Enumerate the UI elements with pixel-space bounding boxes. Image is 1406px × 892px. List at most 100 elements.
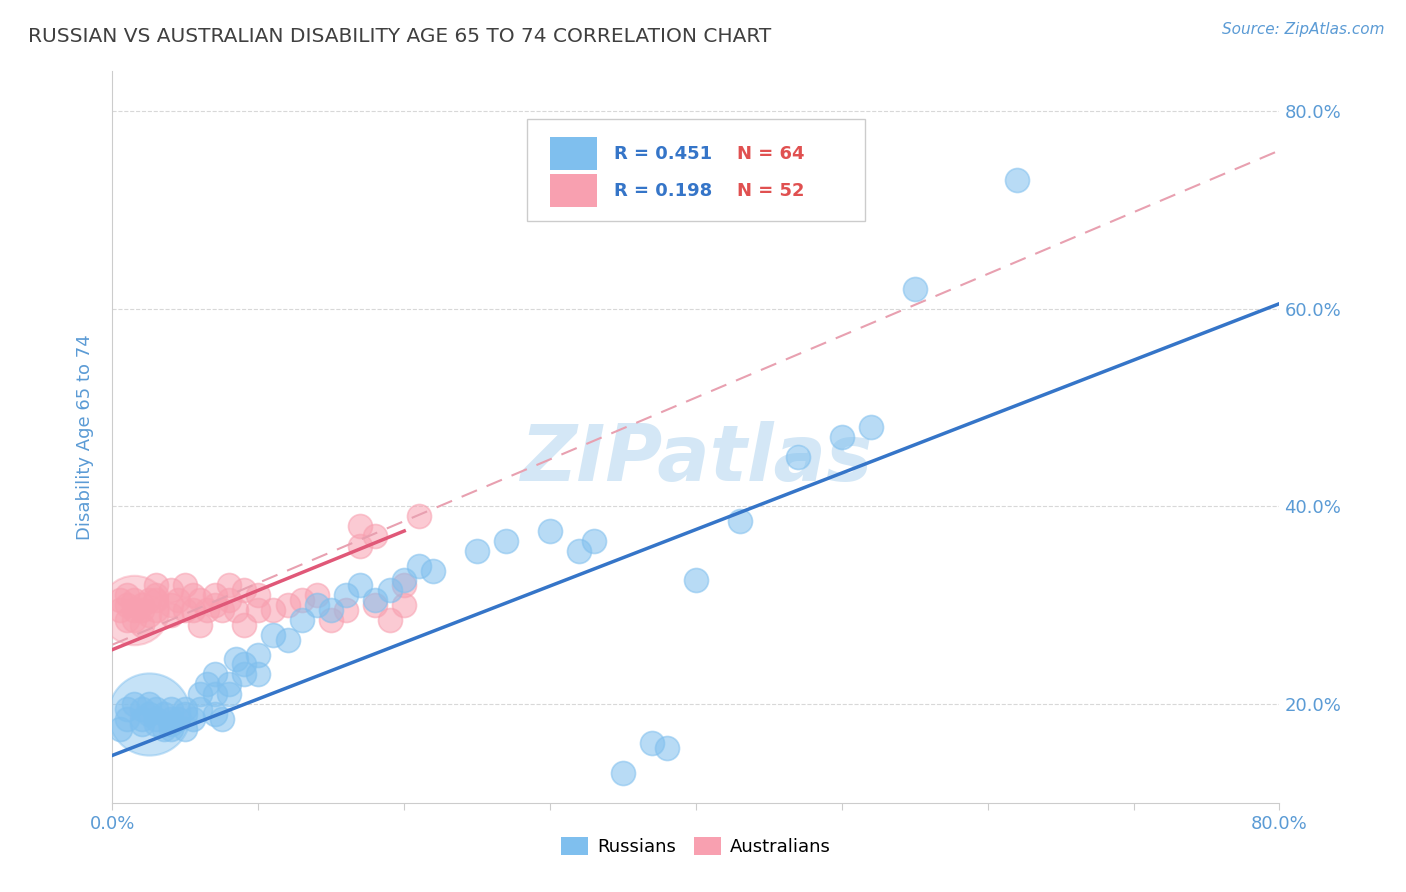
Point: [291, 593, 314, 607]
Point: [131, 598, 153, 612]
Point: [195, 603, 218, 617]
Point: [188, 687, 211, 701]
Text: RUSSIAN VS AUSTRALIAN DISABILITY AGE 65 TO 74 CORRELATION CHART: RUSSIAN VS AUSTRALIAN DISABILITY AGE 65 …: [28, 27, 772, 45]
Point: [138, 593, 160, 607]
Point: [321, 603, 343, 617]
Point: [108, 603, 131, 617]
Point: [495, 533, 517, 548]
Point: [232, 667, 254, 681]
Point: [218, 578, 240, 592]
Point: [160, 598, 183, 612]
Point: [108, 722, 131, 736]
Point: [394, 578, 416, 592]
Point: [211, 603, 233, 617]
Point: [174, 603, 197, 617]
Point: [787, 450, 810, 464]
Point: [181, 712, 204, 726]
Point: [305, 588, 328, 602]
Point: [225, 652, 247, 666]
Point: [728, 514, 751, 528]
Point: [131, 603, 153, 617]
Point: [364, 598, 387, 612]
Point: [831, 430, 853, 444]
Point: [174, 578, 197, 592]
Point: [145, 712, 167, 726]
Point: [124, 603, 146, 617]
Point: [232, 583, 254, 598]
Point: [138, 607, 160, 622]
Point: [225, 603, 247, 617]
Point: [188, 618, 211, 632]
Point: [218, 677, 240, 691]
Point: [538, 524, 561, 538]
Point: [188, 702, 211, 716]
Point: [160, 607, 183, 622]
Point: [108, 593, 131, 607]
Point: [152, 722, 174, 736]
Point: [465, 543, 488, 558]
Point: [174, 722, 197, 736]
Point: [247, 588, 270, 602]
Point: [138, 706, 160, 721]
Point: [115, 702, 138, 716]
Text: N = 52: N = 52: [737, 182, 804, 200]
Point: [160, 702, 183, 716]
Point: [408, 509, 430, 524]
Point: [131, 712, 153, 726]
Point: [204, 588, 226, 602]
Point: [641, 737, 664, 751]
Point: [188, 593, 211, 607]
Point: [131, 702, 153, 716]
Point: [247, 603, 270, 617]
Point: [145, 588, 167, 602]
Point: [276, 632, 298, 647]
Point: [408, 558, 430, 573]
Point: [124, 697, 146, 711]
Point: [181, 588, 204, 602]
Point: [262, 628, 284, 642]
FancyBboxPatch shape: [550, 137, 596, 170]
Legend: Russians, Australians: Russians, Australians: [554, 830, 838, 863]
Point: [115, 588, 138, 602]
Point: [124, 613, 146, 627]
Point: [422, 564, 444, 578]
Point: [145, 578, 167, 592]
Point: [364, 529, 387, 543]
Point: [291, 613, 314, 627]
Point: [145, 603, 167, 617]
Text: R = 0.451: R = 0.451: [614, 145, 713, 163]
Point: [204, 687, 226, 701]
Text: Source: ZipAtlas.com: Source: ZipAtlas.com: [1222, 22, 1385, 37]
Point: [394, 598, 416, 612]
Text: R = 0.198: R = 0.198: [614, 182, 713, 200]
Point: [204, 667, 226, 681]
Point: [612, 766, 634, 780]
Point: [218, 687, 240, 701]
Point: [262, 603, 284, 617]
Point: [204, 598, 226, 612]
Point: [160, 712, 183, 726]
Point: [115, 613, 138, 627]
Point: [685, 574, 707, 588]
Point: [167, 712, 190, 726]
Y-axis label: Disability Age 65 to 74: Disability Age 65 to 74: [76, 334, 94, 540]
Point: [276, 598, 298, 612]
Point: [247, 667, 270, 681]
Point: [904, 282, 927, 296]
Point: [349, 539, 371, 553]
Point: [335, 588, 357, 602]
Point: [568, 543, 591, 558]
Point: [378, 613, 401, 627]
Point: [232, 618, 254, 632]
Point: [152, 706, 174, 721]
Point: [218, 593, 240, 607]
Point: [1005, 173, 1028, 187]
Point: [124, 593, 146, 607]
Point: [145, 702, 167, 716]
Text: N = 64: N = 64: [737, 145, 804, 163]
Point: [305, 598, 328, 612]
Point: [174, 706, 197, 721]
Point: [394, 574, 416, 588]
Point: [160, 716, 183, 731]
Point: [335, 603, 357, 617]
